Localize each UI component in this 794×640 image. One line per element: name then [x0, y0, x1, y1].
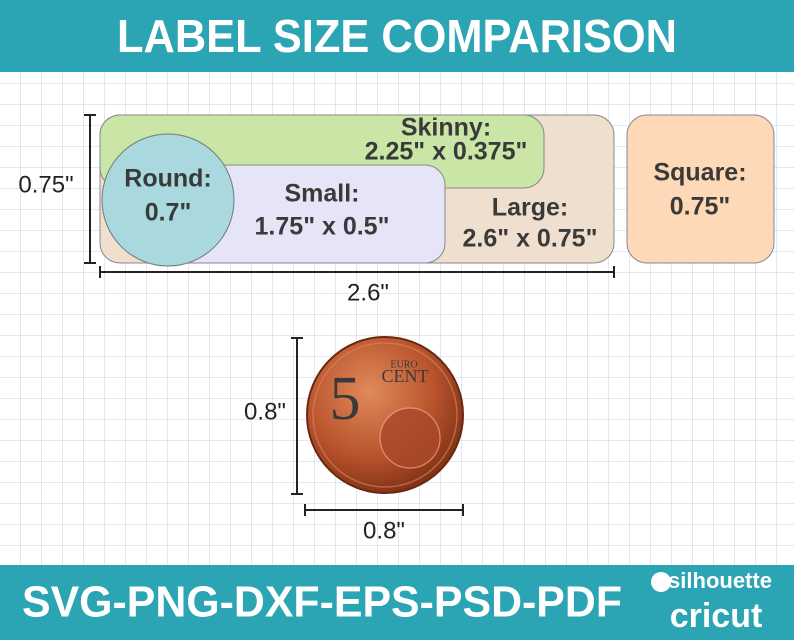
brand: cricut	[670, 597, 763, 635]
label-name: Square:	[653, 159, 746, 187]
coin-denomination: 5	[330, 365, 361, 433]
header-bar	[0, 0, 794, 72]
height-label: 0.75"	[18, 171, 73, 198]
round-label	[101, 133, 235, 267]
title: LABEL SIZE COMPARISON	[117, 10, 677, 62]
label-name: Small:	[284, 180, 359, 208]
label-size: 2.6" x 0.75"	[463, 225, 598, 253]
label-size: 0.75"	[670, 193, 731, 221]
brand: silhouette	[668, 568, 772, 593]
label-size: 0.7"	[145, 199, 192, 227]
label-size: 1.75" x 0.5"	[255, 213, 390, 241]
coin: 5 EURO CENT	[306, 336, 464, 494]
label-name: Skinny:	[401, 114, 491, 142]
coin-currency: EURO	[390, 359, 417, 370]
formats: SVG-PNG-DXF-EPS-PSD-PDF	[22, 578, 622, 627]
width-label: 2.6"	[347, 279, 389, 306]
label-name: Large:	[492, 194, 568, 222]
square-label	[626, 114, 775, 264]
coin-unit: CENT	[382, 366, 429, 386]
dimension-lines	[84, 114, 615, 516]
coin-width-label: 0.8"	[363, 517, 405, 544]
label-size: 2.25" x 0.375"	[365, 138, 528, 166]
coin-height-label: 0.8"	[244, 398, 286, 425]
label-name: Round:	[124, 165, 211, 193]
silhouette-logo	[651, 572, 671, 592]
